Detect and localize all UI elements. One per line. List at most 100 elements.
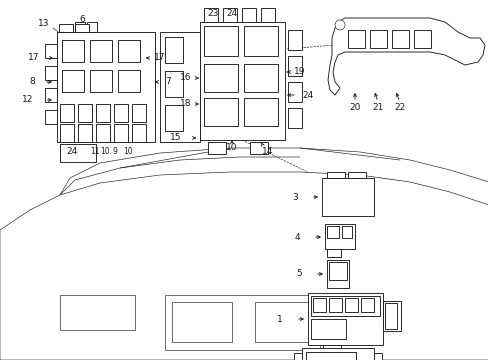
Text: 23: 23 [207, 9, 218, 18]
Text: 10: 10 [123, 148, 133, 157]
Bar [164, 295, 319, 350]
Text: 17: 17 [28, 54, 40, 63]
Bar [75, 22, 85, 32]
Bar [310, 296, 379, 316]
Text: 8: 8 [29, 77, 35, 86]
Text: 18: 18 [180, 99, 191, 108]
Text: 24: 24 [226, 9, 237, 18]
Bar [287, 108, 302, 128]
Bar [325, 224, 354, 249]
Bar [203, 64, 238, 92]
Bar [75, 24, 89, 32]
Text: 9: 9 [112, 148, 117, 157]
Bar [60, 104, 74, 122]
Bar [307, 293, 382, 345]
Text: 20: 20 [348, 104, 360, 112]
Bar [57, 32, 155, 142]
Text: 17: 17 [154, 54, 165, 63]
Bar [164, 105, 183, 131]
Text: 4: 4 [294, 233, 299, 242]
Bar [62, 40, 84, 62]
Bar [96, 124, 110, 142]
Bar [249, 142, 267, 154]
Text: 14: 14 [262, 148, 273, 157]
Bar [203, 8, 218, 22]
Text: 22: 22 [393, 104, 405, 112]
Bar [242, 8, 256, 22]
Bar [203, 98, 238, 126]
Bar [369, 30, 386, 48]
Bar [114, 124, 128, 142]
Bar [59, 24, 73, 32]
Text: 1: 1 [277, 315, 282, 324]
Bar [164, 37, 183, 63]
Bar [114, 104, 128, 122]
Bar [45, 110, 57, 124]
Bar [45, 66, 57, 80]
Text: 10: 10 [226, 144, 237, 153]
Bar [345, 298, 357, 312]
Text: 19: 19 [294, 68, 305, 77]
Bar [45, 88, 57, 102]
Text: 24: 24 [302, 90, 313, 99]
Text: 13: 13 [38, 18, 50, 27]
Bar [326, 260, 348, 288]
Bar [60, 124, 74, 142]
Text: 10: 10 [100, 148, 110, 157]
Bar [62, 70, 84, 92]
Polygon shape [0, 172, 488, 360]
Bar [207, 142, 225, 154]
Bar [223, 8, 237, 22]
Text: 15: 15 [170, 134, 182, 143]
Bar [341, 226, 351, 238]
Bar [413, 30, 430, 48]
Bar [305, 352, 355, 360]
Bar [132, 104, 146, 122]
Bar [261, 8, 274, 22]
Bar [160, 32, 200, 142]
Bar [326, 172, 345, 178]
Text: 21: 21 [371, 104, 383, 112]
Bar [132, 124, 146, 142]
Bar [310, 319, 346, 339]
Bar [391, 30, 408, 48]
Bar [203, 26, 238, 56]
Text: 7: 7 [165, 77, 170, 86]
Bar [360, 298, 373, 312]
Bar [302, 348, 373, 360]
Bar [287, 56, 302, 76]
Bar [384, 303, 396, 329]
Text: 12: 12 [22, 95, 34, 104]
Bar [78, 124, 92, 142]
Bar [373, 353, 381, 360]
Bar [244, 98, 278, 126]
Polygon shape [327, 18, 484, 95]
Bar [326, 226, 338, 238]
Bar [118, 40, 140, 62]
Bar [326, 249, 340, 257]
Bar [200, 22, 285, 140]
Text: 6: 6 [79, 15, 85, 24]
Bar [164, 71, 183, 97]
Bar [328, 298, 341, 312]
Bar [293, 353, 302, 360]
Text: 5: 5 [296, 270, 301, 279]
Text: 3: 3 [291, 193, 297, 202]
Bar [382, 301, 400, 331]
Bar [347, 172, 365, 178]
Bar [287, 82, 302, 102]
Bar [172, 302, 231, 342]
Text: 11: 11 [90, 148, 100, 157]
Circle shape [334, 20, 345, 30]
Bar [87, 22, 97, 32]
Bar [312, 298, 325, 312]
Bar [78, 104, 92, 122]
Bar [287, 30, 302, 50]
Text: 16: 16 [180, 73, 191, 82]
Bar [96, 104, 110, 122]
Bar [60, 295, 135, 330]
Text: 24: 24 [66, 148, 78, 157]
Bar [90, 40, 112, 62]
Bar [328, 262, 346, 280]
Bar [60, 144, 96, 162]
